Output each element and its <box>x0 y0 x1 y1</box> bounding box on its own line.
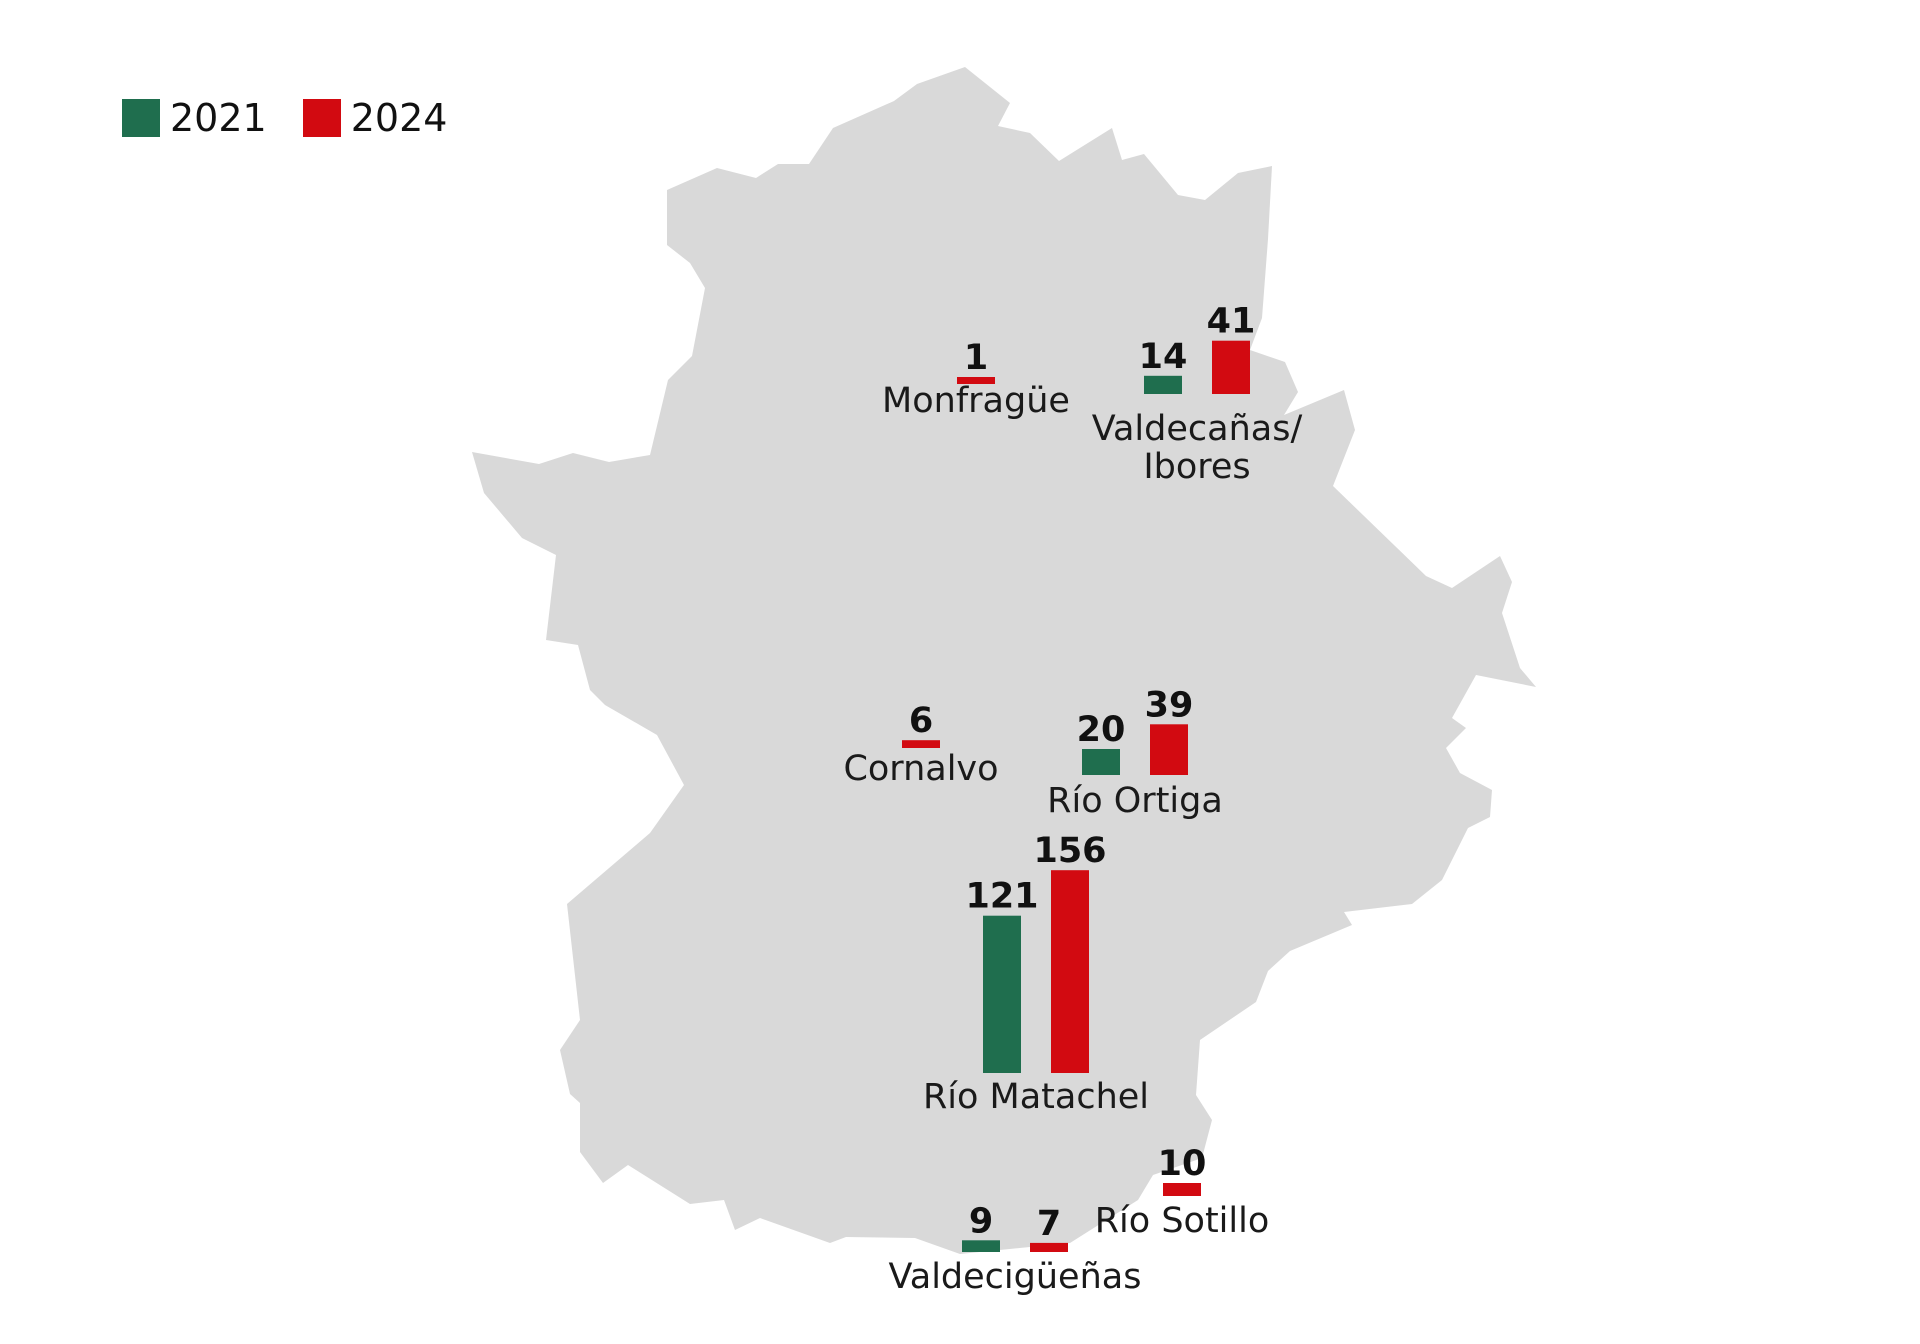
legend-swatch-2021 <box>122 99 160 137</box>
legend-item-2024: 2024 <box>302 96 448 140</box>
site-rio-matachel: 121 156 Río Matachel <box>923 831 1149 1117</box>
site-valdecanas-ibores: 14 41 Valdecañas/Ibores <box>1092 302 1303 487</box>
site-cornalvo: 6 Cornalvo <box>843 701 998 789</box>
site-label-monfrague: Monfragüe <box>882 381 1070 421</box>
bar-valdecanas-ibores-2024 <box>1212 340 1250 394</box>
site-label-valdecanas-ibores-line-2: Ibores <box>1143 447 1250 487</box>
site-label-valdecanas-ibores-line-1: Valdecañas/ <box>1092 409 1303 449</box>
extremadura-region-shape <box>472 67 1536 1254</box>
bar-rio-matachel-2024 <box>1051 870 1089 1073</box>
bar-valdeciguenas-2024 <box>1030 1242 1068 1252</box>
value-label-valdeciguenas-2021: 9 <box>969 1201 993 1241</box>
site-valdeciguenas: 9 7 Valdecigüeñas <box>889 1201 1142 1297</box>
legend: 2021 2024 <box>122 96 483 140</box>
value-label-rio-ortiga-2021: 20 <box>1077 710 1126 750</box>
bar-valdeciguenas-2021 <box>962 1240 1000 1252</box>
legend-label-2021: 2021 <box>170 96 267 140</box>
value-label-rio-ortiga-2024: 39 <box>1145 685 1194 725</box>
value-label-valdeciguenas-2024: 7 <box>1037 1204 1061 1244</box>
bar-rio-sotillo-2024 <box>1163 1183 1201 1196</box>
site-rio-sotillo: 10 Río Sotillo <box>1095 1144 1270 1241</box>
site-label-valdeciguenas: Valdecigüeñas <box>889 1257 1142 1297</box>
legend-label-2024: 2024 <box>350 96 448 140</box>
site-label-rio-ortiga: Río Ortiga <box>1047 781 1223 821</box>
site-label-cornalvo: Cornalvo <box>843 749 998 789</box>
legend-item-2021: 2021 <box>122 96 267 140</box>
site-label-rio-sotillo: Río Sotillo <box>1095 1201 1270 1241</box>
value-label-rio-sotillo-2024: 10 <box>1158 1144 1207 1184</box>
site-label-rio-matachel: Río Matachel <box>923 1077 1149 1117</box>
site-rio-ortiga: 20 39 Río Ortiga <box>1047 685 1223 821</box>
bar-rio-matachel-2021 <box>983 915 1021 1073</box>
value-label-valdecanas-ibores-2024: 41 <box>1207 302 1256 342</box>
value-label-valdecanas-ibores-2021: 14 <box>1139 337 1188 377</box>
bar-rio-ortiga-2021 <box>1082 749 1120 775</box>
value-label-cornalvo-2024: 6 <box>909 701 933 741</box>
value-label-rio-matachel-2024: 156 <box>1033 831 1106 871</box>
bar-rio-ortiga-2024 <box>1150 724 1188 775</box>
value-label-rio-matachel-2021: 121 <box>965 877 1038 917</box>
bar-monfrague-2024 <box>957 377 995 384</box>
bar-valdecanas-ibores-2021 <box>1144 375 1182 394</box>
legend-swatch-2024 <box>302 99 341 137</box>
bar-cornalvo-2024 <box>902 740 940 748</box>
value-label-monfrague-2024: 1 <box>964 338 988 378</box>
